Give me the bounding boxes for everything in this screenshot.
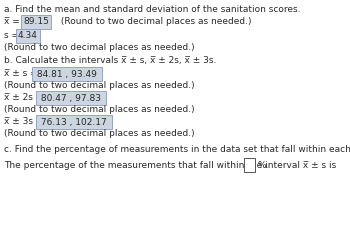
- Text: (Round to two decimal places as needed.): (Round to two decimal places as needed.): [4, 128, 195, 138]
- Text: The percentage of the measurements that fall within the interval x̅ ± s is: The percentage of the measurements that …: [4, 160, 339, 170]
- Text: %.: %.: [258, 160, 270, 170]
- Text: (Round to two decimal places as needed.): (Round to two decimal places as needed.): [4, 42, 195, 52]
- Text: x̅ ± 2s =: x̅ ± 2s =: [4, 94, 46, 103]
- Text: 76.13 , 102.17: 76.13 , 102.17: [38, 118, 110, 126]
- Text: x̅ =: x̅ =: [4, 17, 23, 27]
- Text: x̅ ± 3s =: x̅ ± 3s =: [4, 118, 46, 126]
- Text: x̅ ± s =: x̅ ± s =: [4, 69, 41, 79]
- Text: b. Calculate the intervals x̅ ± s, x̅ ± 2s, x̅ ± 3s.: b. Calculate the intervals x̅ ± s, x̅ ± …: [4, 57, 216, 66]
- Text: c. Find the percentage of measurements in the data set that fall within each of : c. Find the percentage of measurements i…: [4, 145, 350, 153]
- Text: 89.15: 89.15: [23, 17, 49, 27]
- Text: 4.34: 4.34: [18, 32, 38, 40]
- Text: (Round to two decimal places as needed.): (Round to two decimal places as needed.): [4, 81, 195, 89]
- Text: s =: s =: [4, 32, 22, 40]
- Text: 80.47 , 97.83: 80.47 , 97.83: [38, 94, 104, 103]
- Text: (Round to two decimal places as needed.): (Round to two decimal places as needed.): [4, 104, 195, 114]
- Text: 84.81 , 93.49: 84.81 , 93.49: [34, 69, 100, 79]
- Text: (Round to two decimal places as needed.): (Round to two decimal places as needed.): [58, 17, 252, 27]
- Text: a. Find the mean and standard deviation of the sanitation scores.: a. Find the mean and standard deviation …: [4, 5, 301, 13]
